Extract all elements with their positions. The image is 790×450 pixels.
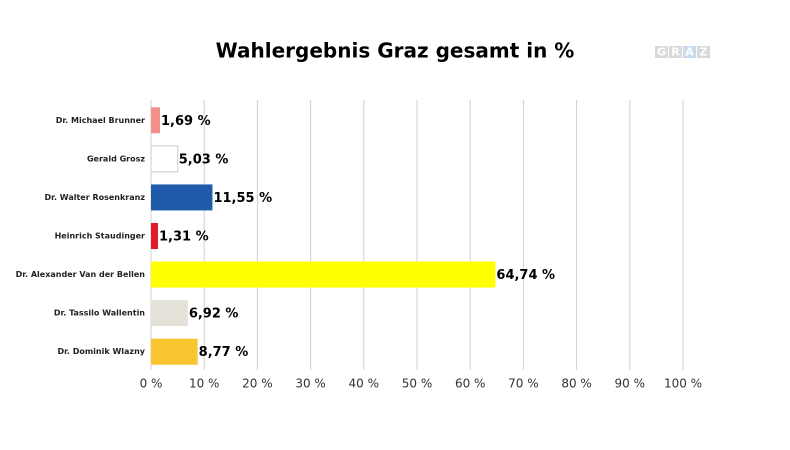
x-tick-label: 10 % xyxy=(189,377,220,391)
value-label: 8,77 % xyxy=(199,345,249,360)
logo-letter: G xyxy=(657,46,666,59)
y-tick-label: Gerald Grosz xyxy=(87,154,145,163)
x-tick-label: 70 % xyxy=(508,377,539,391)
x-tick-label: 30 % xyxy=(295,377,326,391)
bar xyxy=(151,261,496,288)
logo-letter: Z xyxy=(700,46,708,59)
bar xyxy=(151,338,198,365)
value-label: 64,74 % xyxy=(496,268,555,283)
value-label: 5,03 % xyxy=(179,152,229,167)
x-tick-label: 80 % xyxy=(561,377,592,391)
value-label: 6,92 % xyxy=(189,307,239,322)
x-tick-label: 50 % xyxy=(402,377,433,391)
x-tick-label: 60 % xyxy=(455,377,486,391)
bar xyxy=(151,223,158,249)
x-tick-label: 90 % xyxy=(615,377,646,391)
y-tick-label: Dr. Dominik Wlazny xyxy=(57,347,145,356)
y-tick-label: Dr. Walter Rosenkranz xyxy=(45,193,146,202)
logo-box xyxy=(655,46,668,58)
value-label: 11,55 % xyxy=(213,191,272,206)
y-tick-label: Dr. Tassilo Wallentin xyxy=(54,309,145,318)
x-tick-label: 100 % xyxy=(664,377,702,391)
bar xyxy=(150,145,179,173)
bar xyxy=(151,184,213,211)
y-tick-label: Dr. Michael Brunner xyxy=(56,116,145,125)
logo-box xyxy=(669,46,682,58)
y-tick-label: Heinrich Staudinger xyxy=(55,232,145,241)
x-tick-label: 0 % xyxy=(140,377,163,391)
x-tick-label: 20 % xyxy=(242,377,273,391)
bar xyxy=(151,300,188,327)
y-tick-label: Dr. Alexander Van der Bellen xyxy=(16,270,146,279)
value-label: 1,31 % xyxy=(159,230,209,245)
logo-letter: A xyxy=(685,46,694,59)
logo-letter: R xyxy=(671,46,680,59)
logo-box xyxy=(697,46,710,58)
logo-box xyxy=(683,46,696,58)
value-label: 1,69 % xyxy=(161,114,211,129)
x-tick-label: 40 % xyxy=(349,377,380,391)
chart-title: Wahlergebnis Graz gesamt in % xyxy=(216,39,575,63)
bar xyxy=(151,107,160,134)
